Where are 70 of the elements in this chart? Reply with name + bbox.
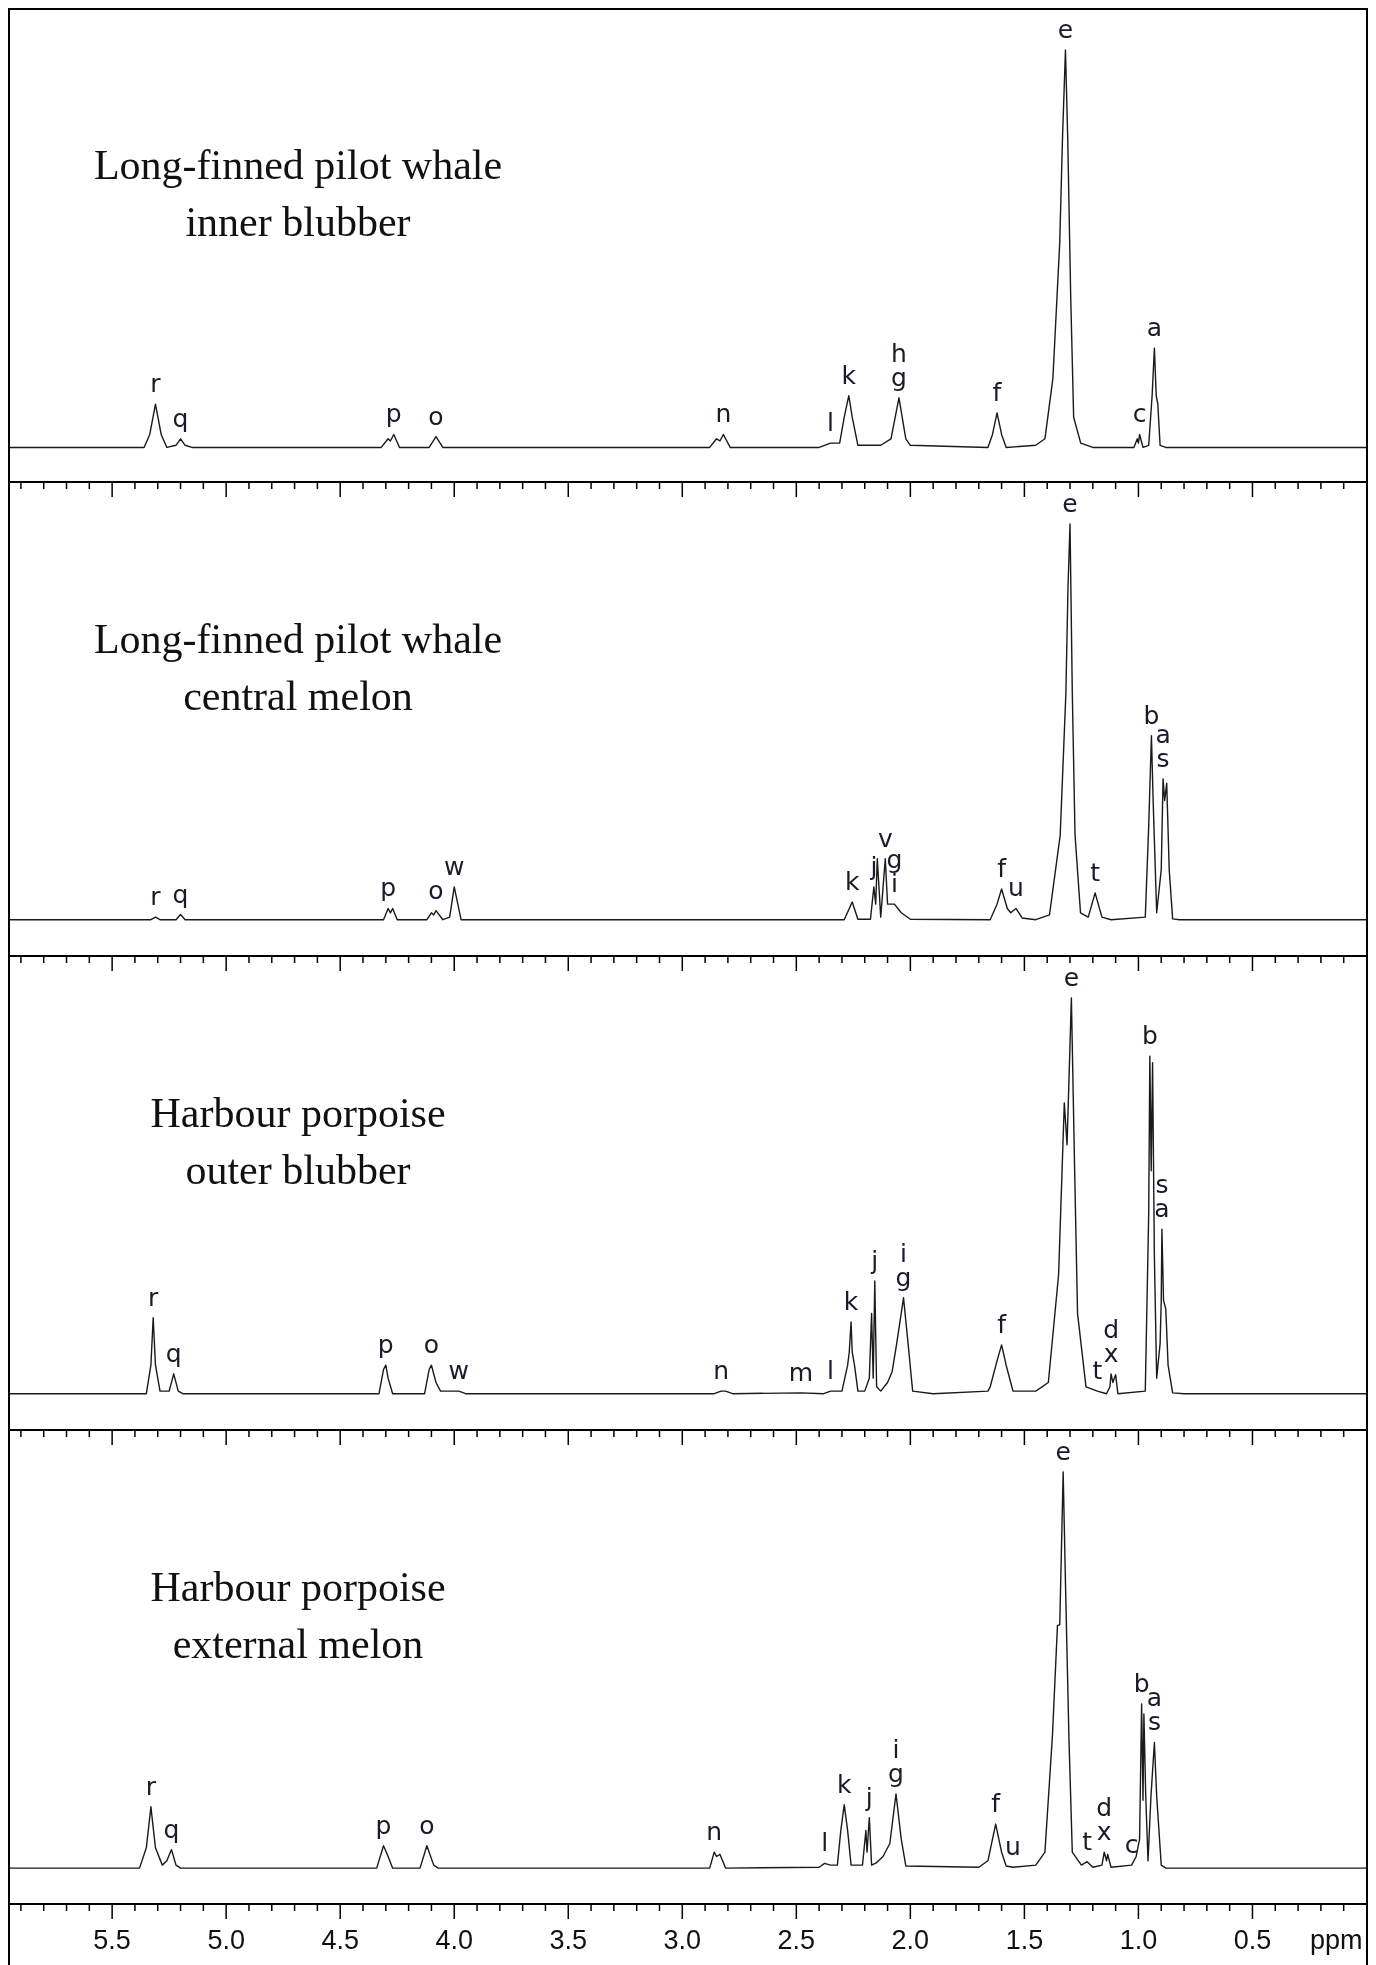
text: Harbour porpoise outer blubber [150, 1089, 446, 1193]
annotation: t [1092, 1356, 1103, 1386]
annotation: e [1063, 963, 1080, 992]
annotation: p [375, 1810, 392, 1840]
annotation: c [1124, 1830, 1139, 1860]
annotation: k [843, 1287, 859, 1316]
annotation: b [1133, 1668, 1150, 1698]
annotation: r [145, 1771, 157, 1801]
annotation: l [827, 1356, 835, 1386]
x-axis-title: ppm [1309, 1925, 1363, 1955]
x-tick-label: 5.5 [93, 1925, 131, 1955]
annotation: f [997, 854, 1008, 884]
x-tick-label: 0.5 [1233, 1925, 1272, 1955]
annotation: e [1055, 1437, 1071, 1466]
text: Long-finned pilot whale inner blubber [93, 141, 503, 245]
annotation: j [864, 1782, 873, 1812]
annotation: f [997, 1309, 1008, 1339]
annotation: e [1057, 15, 1074, 44]
annotation: u [1005, 1832, 1021, 1862]
annotation: q [172, 403, 189, 433]
annotation: t [1090, 857, 1101, 887]
x-tick-label: 3.0 [663, 1925, 702, 1955]
annotation: o [428, 401, 444, 431]
annotation: b [1143, 700, 1160, 730]
x-tick-label: 4.0 [435, 1925, 473, 1955]
annotation: e [1062, 489, 1078, 518]
annotation: l [827, 408, 835, 438]
annotation: n [706, 1817, 723, 1847]
annotation: q [172, 879, 189, 909]
x-tick-label: 1.0 [1119, 1925, 1158, 1955]
annotation: p [377, 1330, 394, 1360]
x-tick-label: 5.0 [207, 1925, 245, 1955]
annotation: n [715, 399, 732, 429]
annotation: j [869, 851, 878, 881]
x-tick-label: 2.5 [777, 1925, 816, 1955]
annotation: k [841, 360, 857, 390]
annotation: p [380, 873, 397, 903]
annotation: o [428, 875, 444, 905]
x-tick-label: 1.5 [1005, 1925, 1044, 1955]
annotation: b [1141, 1021, 1158, 1051]
annotation: v [877, 823, 893, 853]
annotation: p [385, 399, 402, 429]
annotation: j [870, 1245, 879, 1275]
annotation: c [1132, 399, 1147, 429]
annotation: n [713, 1356, 729, 1386]
annotation: o [419, 1810, 435, 1840]
annotation: o [423, 1330, 440, 1360]
annotation: u [1008, 873, 1024, 903]
annotation: w [444, 851, 465, 881]
annotation: s [1147, 1707, 1161, 1737]
annotation: r [148, 1282, 160, 1312]
annotation: f [991, 1789, 1002, 1819]
text: Long-finned pilot whale central melon [93, 615, 503, 719]
annotation: r [150, 369, 162, 399]
x-tick-label: 4.5 [321, 1925, 359, 1955]
annotation: w [448, 1356, 470, 1386]
annotation: l [821, 1828, 829, 1858]
annotation: s [1156, 743, 1170, 773]
text: Harbour porpoise external melon [150, 1563, 446, 1667]
x-tick-label: 3.5 [549, 1925, 588, 1955]
annotation: m [788, 1357, 814, 1387]
annotation: f [992, 377, 1003, 407]
annotation: k [844, 867, 860, 896]
annotation: q [163, 1814, 180, 1844]
x-tick-label: 2.0 [891, 1925, 930, 1955]
annotation: a [1146, 313, 1163, 343]
annotation: r [150, 882, 162, 912]
annotation: q [165, 1338, 182, 1368]
annotation: k [836, 1769, 852, 1799]
annotation: t [1082, 1826, 1093, 1856]
